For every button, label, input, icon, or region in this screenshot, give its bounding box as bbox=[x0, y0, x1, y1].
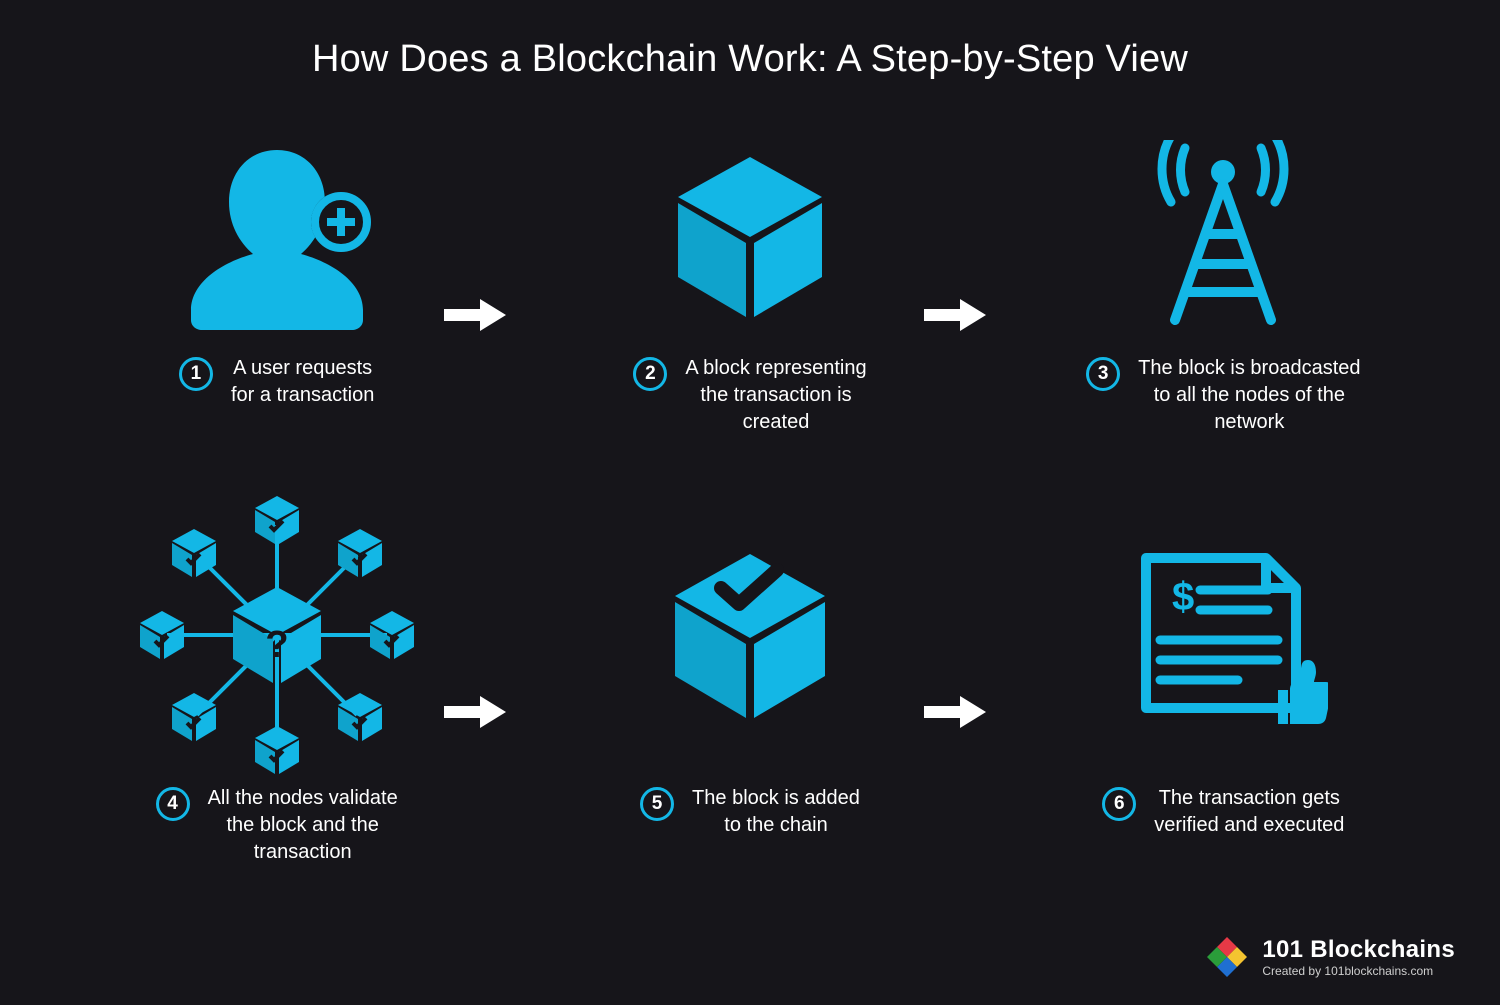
step-6: $ 6 The transaction getsverified and exe… bbox=[987, 485, 1460, 875]
credit-text: Created by 101blockchains.com bbox=[1262, 964, 1433, 978]
footer: 101 Blockchains Created by 101blockchain… bbox=[1204, 934, 1455, 980]
step-label: The transaction getsverified and execute… bbox=[1154, 785, 1344, 839]
cube-network-icon: ? bbox=[112, 485, 442, 785]
step-label: The block is broadcastedto all the nodes… bbox=[1138, 355, 1360, 436]
cube-icon bbox=[660, 145, 840, 325]
page-title: How Does a Blockchain Work: A Step-by-St… bbox=[0, 0, 1500, 81]
step-label: A block representingthe transaction iscr… bbox=[685, 355, 866, 436]
broadcast-tower-icon bbox=[1123, 140, 1323, 330]
step-4: ? 4 All the nodes validatethe block and … bbox=[40, 485, 513, 875]
receipt-thumb-icon: $ bbox=[1118, 540, 1328, 730]
arrow-icon bbox=[440, 295, 510, 335]
step-label: A user requestsfor a transaction bbox=[231, 355, 374, 409]
brand-logo-icon bbox=[1204, 934, 1250, 980]
step-label: The block is addedto the chain bbox=[692, 785, 860, 839]
step-number-badge: 5 bbox=[640, 787, 674, 821]
user-plus-icon bbox=[167, 140, 387, 330]
step-number-badge: 2 bbox=[633, 357, 667, 391]
arrow-icon bbox=[920, 295, 990, 335]
steps-grid: 1 A user requestsfor a transaction 2 A b… bbox=[0, 115, 1500, 875]
step-1: 1 A user requestsfor a transaction bbox=[40, 115, 513, 445]
step-5: 5 The block is addedto the chain bbox=[513, 485, 986, 875]
step-number-badge: 3 bbox=[1086, 357, 1120, 391]
brand-name: 101 Blockchains bbox=[1262, 936, 1455, 964]
step-number-badge: 1 bbox=[179, 357, 213, 391]
step-label: All the nodes validatethe block and thet… bbox=[208, 785, 398, 866]
step-number-badge: 4 bbox=[156, 787, 190, 821]
cube-check-icon bbox=[655, 540, 845, 730]
step-3: 3 The block is broadcastedto all the nod… bbox=[987, 115, 1460, 445]
arrow-icon bbox=[920, 692, 990, 732]
arrow-icon bbox=[440, 692, 510, 732]
step-number-badge: 6 bbox=[1102, 787, 1136, 821]
svg-text:$: $ bbox=[1172, 575, 1194, 619]
svg-text:?: ? bbox=[265, 624, 288, 666]
step-2: 2 A block representingthe transaction is… bbox=[513, 115, 986, 445]
